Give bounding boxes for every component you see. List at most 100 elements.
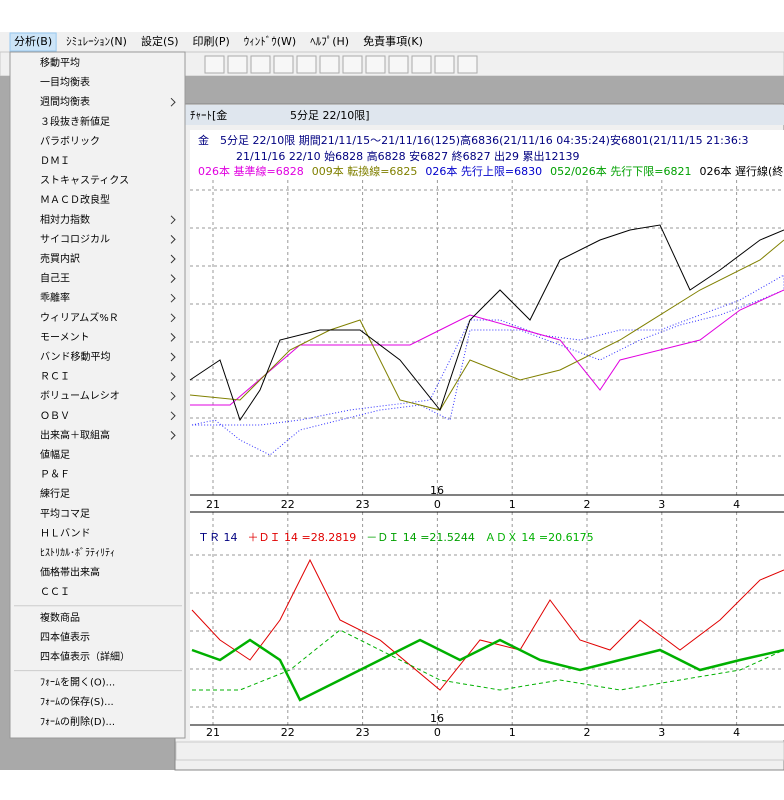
- menu-item[interactable]: サイコロジカル: [40, 233, 110, 245]
- x-label: 21: [206, 498, 220, 511]
- window-title: ﾁｬｰﾄ[金: [190, 108, 227, 122]
- toolbar-button[interactable]: [365, 55, 386, 74]
- indicator-legend: 009本 転換線=6825: [312, 164, 418, 178]
- window-titlebar: [176, 105, 784, 125]
- x-label: 21: [206, 726, 220, 739]
- menu-item[interactable]: 一目均衡表: [40, 76, 90, 89]
- menu-item[interactable]: ＤＭＩ: [40, 156, 70, 167]
- x-label: 22: [281, 726, 295, 739]
- menubar-item[interactable]: 免責事項(K): [363, 34, 423, 48]
- x-label: 3: [658, 726, 665, 739]
- menu-item[interactable]: モーメント: [40, 332, 90, 343]
- lower-legend: ＡＤＸ 14 =20.6175: [485, 531, 594, 544]
- toolbar-button[interactable]: [434, 55, 455, 74]
- lower-legend: ＋ＤＩ 14 =28.2819: [248, 531, 357, 544]
- submenu-arrow: [170, 274, 176, 283]
- submenu-arrow: [170, 215, 176, 225]
- menu-item[interactable]: Ｐ＆Ｆ: [40, 470, 70, 481]
- indicator-legend: 026本 遅行線(終: [700, 164, 784, 178]
- toolbar-button[interactable]: [411, 55, 432, 74]
- menu-item[interactable]: ﾋｽﾄﾘｶﾙ･ﾎﾞﾗﾃｨﾘﾃｨ: [40, 547, 115, 559]
- dropdown-menu: [9, 51, 186, 739]
- menu-item[interactable]: 出来高＋取組高: [40, 428, 110, 441]
- menu-item[interactable]: 乖離率: [40, 291, 70, 304]
- toolbar-button[interactable]: [250, 55, 271, 74]
- menu-item[interactable]: ﾌｫｰﾑの保存(S)...: [40, 695, 114, 708]
- kijun-line: [190, 289, 784, 406]
- menu-item[interactable]: ＣＣＩ: [40, 587, 70, 598]
- date-marker: 16: [430, 712, 444, 725]
- menubar-item[interactable]: ﾍﾙﾌﾟ(H): [310, 35, 349, 48]
- adx-line: [192, 629, 784, 691]
- menubar-item[interactable]: ｳｨﾝﾄﾞｳ(W): [244, 35, 296, 48]
- menu-item[interactable]: 移動平均: [40, 56, 80, 69]
- menu-item[interactable]: パラボリック: [40, 135, 100, 147]
- x-label: 4: [733, 498, 740, 511]
- menubar-item[interactable]: 印刷(P): [193, 35, 230, 48]
- submenu-arrow: [170, 254, 176, 264]
- submenu-arrow: [170, 411, 176, 421]
- toolbar-button[interactable]: [204, 55, 225, 74]
- menu-item[interactable]: ﾌｫｰﾑを開く(O)...: [40, 677, 115, 689]
- toolbar-button[interactable]: [388, 55, 409, 74]
- menu-item[interactable]: ＯＢＶ: [40, 411, 70, 422]
- info-line: 21/11/16 22/10 始6828 高6828 安6827 終6827 出…: [236, 149, 580, 163]
- menubar-item[interactable]: ｼﾐｭﾚｰｼｮﾝ(N): [66, 35, 127, 48]
- x-label: 1: [509, 498, 516, 511]
- menu-item[interactable]: 練行足: [40, 487, 70, 500]
- menu-item[interactable]: 複数商品: [40, 611, 80, 624]
- x-label: 0: [434, 498, 441, 511]
- menu-item[interactable]: ﾌｫｰﾑの削除(D)...: [40, 715, 115, 728]
- submenu-arrow: [170, 293, 176, 303]
- x-label: 4: [733, 726, 740, 739]
- menu-item[interactable]: 売買内訳: [40, 252, 80, 265]
- x-label: 0: [434, 726, 441, 739]
- lower-legend: ＴＲ 14: [198, 531, 238, 544]
- menu-item[interactable]: ストキャスティクス: [40, 175, 129, 187]
- menu-item[interactable]: ボリュームレシオ: [40, 390, 120, 402]
- x-label: 23: [356, 498, 370, 511]
- toolbar-button[interactable]: [273, 55, 294, 74]
- toolbar-button[interactable]: [342, 55, 363, 74]
- info-line: 金 5分足 22/10限 期間21/11/15～21/11/16(125)高68…: [198, 133, 749, 147]
- chikou-line: [189, 224, 784, 422]
- toolbar-button[interactable]: [296, 55, 317, 74]
- menu-item[interactable]: 四本値表示（詳細）: [40, 650, 130, 663]
- menu-item[interactable]: バンド移動平均: [40, 350, 111, 363]
- submenu-arrow: [170, 372, 176, 381]
- submenu-arrow: [170, 97, 176, 107]
- x-label: 2: [584, 726, 591, 739]
- indicator-legend: 026本 基準線=6828: [198, 164, 304, 178]
- scrollbar[interactable]: [175, 741, 784, 761]
- menu-item[interactable]: 価格帯出来高: [40, 566, 100, 579]
- menu-item[interactable]: ウィリアムズ%Ｒ: [40, 311, 119, 324]
- menu-item[interactable]: ＲＣＩ: [40, 372, 70, 383]
- indicator-legend: 052/026本 先行下限=6821: [550, 164, 691, 178]
- toolbar-button[interactable]: [457, 55, 478, 74]
- menu-item[interactable]: ＨＬバンド: [40, 527, 91, 539]
- toolbar-button[interactable]: [227, 55, 248, 74]
- submenu-arrow: [170, 313, 176, 323]
- menubar-item[interactable]: 分析(B): [14, 34, 52, 48]
- menu-item[interactable]: 平均コマ足: [40, 508, 90, 520]
- submenu-arrow: [170, 391, 176, 401]
- menubar-item[interactable]: 設定(S): [141, 34, 179, 48]
- menu-item[interactable]: 四本値表示: [40, 630, 90, 643]
- plus-di-line: [191, 558, 784, 691]
- toolbar-button[interactable]: [319, 55, 340, 74]
- menu-item[interactable]: ３段抜き新値足: [40, 115, 110, 128]
- tenkan-line: [189, 239, 784, 411]
- menu-item[interactable]: ＭＡＣＤ改良型: [40, 193, 110, 206]
- menu-item[interactable]: 週間均衡表: [40, 95, 90, 108]
- submenu-arrow: [170, 431, 176, 440]
- x-label: 22: [281, 498, 295, 511]
- submenu-arrow: [170, 352, 176, 362]
- menu-item[interactable]: 値幅足: [40, 448, 70, 461]
- menu-item[interactable]: 自己王: [40, 272, 70, 285]
- menu-item[interactable]: 相対力指数: [40, 213, 90, 226]
- indicator-legend: 026本 先行上限=6830: [425, 164, 542, 178]
- minus-di-line: [191, 638, 784, 702]
